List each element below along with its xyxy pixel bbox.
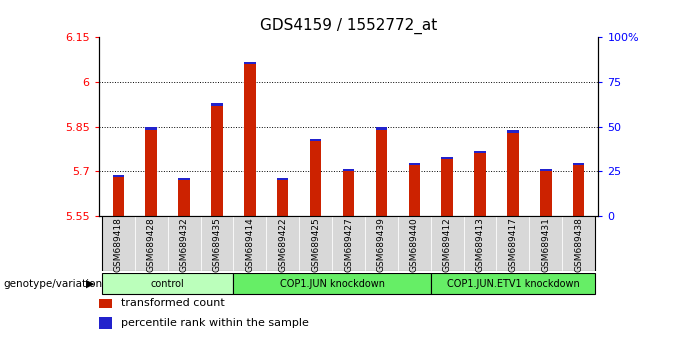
Bar (398, 216, 430, 271)
Bar (233, 273, 430, 295)
Text: GSM689428: GSM689428 (147, 218, 156, 272)
Text: transformed count: transformed count (120, 297, 224, 308)
Bar (441, 156, 453, 159)
Bar (441, 159, 453, 216)
Text: GSM689414: GSM689414 (245, 218, 254, 272)
Text: genotype/variation: genotype/variation (3, 279, 103, 289)
Bar (540, 169, 551, 171)
Text: GSM689412: GSM689412 (443, 218, 452, 272)
Text: GSM689425: GSM689425 (311, 218, 320, 272)
Bar (474, 150, 486, 153)
Bar (99, 297, 112, 308)
Bar (310, 139, 322, 142)
Bar (409, 165, 420, 216)
Bar (507, 132, 519, 216)
Bar (233, 216, 267, 271)
Text: GSM689418: GSM689418 (114, 218, 123, 273)
Text: GSM689438: GSM689438 (574, 218, 583, 273)
Bar (146, 130, 157, 216)
Bar (99, 317, 112, 329)
Bar (375, 127, 387, 130)
Text: GSM689413: GSM689413 (475, 218, 485, 273)
Text: GSM689431: GSM689431 (541, 218, 550, 273)
Text: COP1.JUN knockdown: COP1.JUN knockdown (279, 279, 385, 289)
Text: GSM689440: GSM689440 (410, 218, 419, 272)
Bar (540, 171, 551, 216)
Bar (244, 62, 256, 64)
Bar (507, 130, 519, 132)
Bar (178, 180, 190, 216)
Title: GDS4159 / 1552772_at: GDS4159 / 1552772_at (260, 18, 437, 34)
Text: ▶: ▶ (86, 279, 95, 289)
Bar (573, 163, 584, 165)
Bar (430, 273, 595, 295)
Bar (573, 165, 584, 216)
Bar (277, 178, 288, 180)
Text: COP1.JUN.ETV1 knockdown: COP1.JUN.ETV1 knockdown (447, 279, 579, 289)
Bar (365, 216, 398, 271)
Bar (562, 216, 595, 271)
Text: GSM689427: GSM689427 (344, 218, 353, 272)
Bar (277, 180, 288, 216)
Bar (430, 216, 464, 271)
Text: percentile rank within the sample: percentile rank within the sample (120, 318, 309, 328)
Bar (211, 103, 223, 106)
Text: GSM689422: GSM689422 (278, 218, 287, 272)
Bar (343, 169, 354, 171)
Bar (102, 216, 135, 271)
Text: GSM689417: GSM689417 (509, 218, 517, 273)
Bar (168, 216, 201, 271)
Bar (102, 273, 233, 295)
Bar (496, 216, 529, 271)
Bar (201, 216, 233, 271)
Bar (267, 216, 299, 271)
Bar (375, 130, 387, 216)
Text: GSM689439: GSM689439 (377, 218, 386, 273)
Bar (474, 153, 486, 216)
Bar (113, 175, 124, 177)
Text: GSM689435: GSM689435 (212, 218, 222, 273)
Bar (211, 106, 223, 216)
Bar (343, 171, 354, 216)
Bar (146, 127, 157, 130)
Bar (178, 178, 190, 180)
Bar (529, 216, 562, 271)
Bar (332, 216, 365, 271)
Bar (464, 216, 496, 271)
Bar (310, 142, 322, 216)
Bar (409, 162, 420, 165)
Bar (244, 64, 256, 216)
Bar (135, 216, 168, 271)
Bar (113, 177, 124, 216)
Text: GSM689432: GSM689432 (180, 218, 188, 272)
Bar (299, 216, 332, 271)
Text: control: control (151, 279, 184, 289)
